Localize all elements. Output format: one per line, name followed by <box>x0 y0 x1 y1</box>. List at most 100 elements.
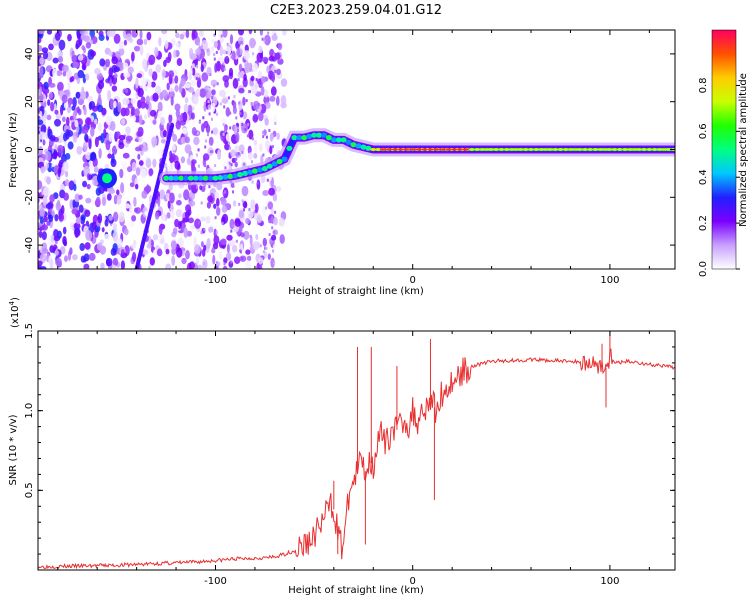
heatmap-cell <box>165 263 172 269</box>
heatmap-cell <box>213 191 220 200</box>
heatmap-cell <box>98 93 102 103</box>
heatmap-cell <box>72 110 77 120</box>
heatmap-cell <box>380 148 387 151</box>
heatmap-cell <box>138 136 143 143</box>
heatmap-cell <box>148 68 153 77</box>
heatmap-cell <box>268 55 275 62</box>
heatmap-cell <box>272 53 275 57</box>
heatmap-cell <box>238 63 243 72</box>
heatmap-cell <box>134 207 138 213</box>
heatmap-cell <box>39 252 47 264</box>
heatmap-cell <box>182 111 188 123</box>
heatmap-cell <box>248 129 254 140</box>
heatmap-cell <box>276 158 283 165</box>
heatmap-cell <box>50 101 55 112</box>
heatmap-cell <box>231 244 238 253</box>
heatmap-cell <box>174 84 179 93</box>
heatmap-cell <box>42 248 49 254</box>
heatmap-cell <box>223 262 226 266</box>
heatmap-cell <box>205 215 211 224</box>
y-tick-label: 0 <box>24 146 35 152</box>
heatmap-cell <box>189 67 193 77</box>
heatmap-cell <box>54 250 59 256</box>
heatmap-cell <box>204 145 207 149</box>
heatmap-cell <box>276 132 280 140</box>
x-tick-label: -100 <box>204 275 227 286</box>
heatmap-cell <box>136 131 143 137</box>
heatmap-cell <box>68 100 71 108</box>
heatmap-cell <box>213 53 216 57</box>
heatmap-cell <box>38 146 43 156</box>
heatmap-cell <box>38 119 44 126</box>
heatmap-cell <box>237 172 244 178</box>
heatmap-cell <box>273 230 276 234</box>
snr-y-multiplier-exponent: 4 <box>8 300 16 305</box>
heatmap-cell <box>610 148 617 151</box>
heatmap-cell <box>652 148 659 151</box>
heatmap-cell <box>545 148 552 151</box>
colorbar-tick-label: 0.4 <box>698 169 709 185</box>
heatmap-cell <box>108 50 113 57</box>
heatmap-cell <box>79 30 84 35</box>
heatmap-cell <box>234 161 238 168</box>
heatmap-cell <box>129 204 133 214</box>
heatmap-cell <box>211 150 214 154</box>
heatmap-cell <box>262 190 269 196</box>
heatmap-cell <box>259 244 262 248</box>
heatmap-cell <box>152 119 157 125</box>
colorbar-label: Normalized spectral amplitude <box>738 73 749 227</box>
heatmap-cell <box>131 51 135 62</box>
heatmap-cell <box>56 230 62 239</box>
heatmap-cell <box>599 148 605 151</box>
heatmap-cell <box>112 257 118 267</box>
heatmap-cell <box>616 148 623 151</box>
heatmap-cell <box>272 249 274 253</box>
heatmap-cell <box>257 181 260 185</box>
heatmap-cell <box>140 96 146 104</box>
snr-y-label: SNR (10 * v/v) <box>8 414 19 485</box>
heatmap-cell <box>49 259 54 269</box>
heatmap-cell <box>276 68 281 76</box>
heatmap-cell <box>174 218 180 228</box>
heatmap-cell <box>264 101 271 110</box>
heatmap-cell <box>183 227 188 238</box>
heatmap-cell <box>212 175 219 181</box>
heatmap-cell <box>238 101 241 105</box>
heatmap-cell <box>237 78 240 82</box>
snr-panel: -100 0 100 0.5 1.0 1.5 Height of straight li… <box>8 297 676 596</box>
heatmap-cell <box>281 156 288 162</box>
heatmap-cell <box>273 217 278 226</box>
heatmap-cell <box>174 75 179 84</box>
heatmap-cell <box>118 211 125 223</box>
heatmap-cell <box>231 50 236 61</box>
heatmap-cell <box>247 208 254 219</box>
heatmap-cell <box>193 96 199 105</box>
heatmap-cell <box>213 84 216 88</box>
heatmap-cell <box>243 73 247 81</box>
heatmap-cell <box>123 228 129 236</box>
heatmap-cell <box>58 212 65 222</box>
heatmap-cell <box>170 240 177 249</box>
heatmap-cell <box>370 147 377 152</box>
heatmap-cell <box>203 228 206 232</box>
heatmap-cell <box>296 135 303 141</box>
heatmap-cell <box>265 246 268 250</box>
heatmap-cell <box>195 48 202 55</box>
heatmap-cell <box>216 112 218 116</box>
heatmap-cell <box>581 148 588 151</box>
heatmap-cell <box>256 263 263 269</box>
heatmap-cell <box>252 102 255 106</box>
heatmap-cell <box>152 92 159 102</box>
heatmap-cell <box>216 206 221 216</box>
heatmap-cell <box>240 228 243 232</box>
heatmap-cell <box>54 109 59 115</box>
heatmap-cell <box>504 148 511 151</box>
heatmap-cell <box>200 64 204 72</box>
heatmap-cell <box>182 217 190 223</box>
heatmap-cell <box>95 187 102 196</box>
heatmap-cell <box>218 251 223 260</box>
heatmap-cell <box>48 214 53 223</box>
heatmap-cell <box>172 227 178 235</box>
heatmap-cell <box>125 135 133 142</box>
heatmap-cell <box>240 232 245 238</box>
